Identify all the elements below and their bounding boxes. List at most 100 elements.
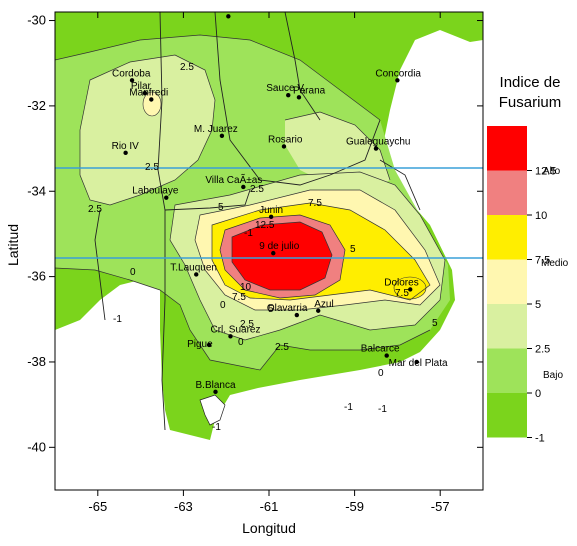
city-marker	[241, 184, 246, 190]
legend-tick-label: 7.5	[535, 255, 550, 267]
city-label: Azul	[314, 299, 333, 310]
longitude-axis: -65 -63 -61 -59 -57	[88, 12, 450, 514]
contour-label: 0	[220, 300, 226, 311]
legend: Indice de Fusarium 12.5 10 7.5 5 2.5 0 -1 Alto…	[487, 74, 569, 445]
lon-tick-label: -59	[345, 499, 364, 514]
legend-tick-label: 5	[535, 299, 541, 311]
contour-label: -1	[212, 422, 221, 433]
city-marker	[281, 144, 287, 149]
contour-lines	[55, 34, 446, 371]
city-label: Rio IV	[112, 141, 140, 152]
city-label: Manfredi	[129, 87, 168, 98]
contour-label: 0	[238, 337, 244, 348]
contour-label: 7.5	[395, 288, 409, 299]
legend-color-band	[487, 259, 527, 304]
lat-tick-label: -36	[27, 269, 46, 284]
legend-category-bajo: Bajo	[543, 370, 563, 381]
contour-label: 2.5	[145, 162, 159, 173]
contour-label: -1	[113, 314, 122, 325]
latitude-axis: -30 -32 -34 -36 -38 -40	[27, 13, 483, 454]
city-marker	[373, 146, 379, 151]
band-manfredi-hotspot	[142, 91, 162, 117]
map-plot-area: 2.52.52.52.55 7.512.5107.5500-1-17.552.50…	[55, 12, 483, 490]
legend-color-band	[487, 393, 527, 438]
legend-title-line2: Fusarium	[499, 94, 562, 111]
province-boundaries	[94, 12, 421, 431]
city-label: 9 de julio	[259, 241, 299, 252]
city-label: Cordoba	[112, 68, 151, 79]
contour-label: 2.5	[88, 204, 102, 215]
contour-label: 2.5	[250, 184, 264, 195]
city-marker	[271, 250, 276, 256]
contour-label: 12.5	[255, 220, 275, 231]
city-marker	[395, 78, 400, 83]
legend-color-band	[487, 348, 527, 393]
city-marker	[142, 90, 148, 96]
legend-color-bar	[487, 126, 527, 438]
contour-label: 5	[350, 244, 356, 255]
lat-tick-label: -40	[27, 439, 46, 454]
city-label: Concordia	[375, 68, 421, 79]
contour-label: -1	[244, 228, 253, 239]
city-marker	[384, 353, 389, 358]
contour-label: 5	[432, 318, 438, 329]
city-label: Mar del Plata	[389, 358, 448, 369]
band-2.5-5-rosario	[285, 112, 390, 190]
contour-label: -1	[344, 402, 353, 413]
lat-tick-label: -30	[27, 13, 46, 28]
city-label: Crl. Suarez	[210, 324, 260, 335]
lon-tick-label: -65	[88, 499, 107, 514]
city-label: Pigue	[187, 339, 213, 350]
city-marker	[123, 150, 128, 156]
lon-tick-label: -57	[431, 499, 450, 514]
city-label: Rosario	[268, 134, 303, 145]
city-marker	[296, 95, 302, 100]
city-label: Gualeguaychu	[346, 137, 411, 148]
city-marker	[206, 342, 212, 348]
legend-color-band	[487, 170, 527, 215]
lat-tick-label: -34	[27, 183, 46, 198]
legend-color-band	[487, 126, 527, 171]
contour-label: 0	[130, 267, 136, 278]
lat-tick-label: -38	[27, 354, 46, 369]
legend-tick-label: 2.5	[535, 344, 550, 356]
legend-category-medio: Medio	[541, 258, 569, 269]
city-marker	[194, 272, 199, 277]
lon-tick-label: -61	[260, 499, 279, 514]
city-label: Balcarce	[361, 344, 400, 355]
city-marker	[414, 359, 419, 365]
city-label: Sauce V.	[266, 83, 306, 94]
legend-tick-label: 0	[535, 388, 541, 400]
contour-label: 2.5	[240, 319, 254, 330]
contour-label: 5	[218, 202, 224, 213]
lon-tick-label: -63	[174, 499, 193, 514]
city-marker	[408, 287, 413, 292]
city-marker	[219, 133, 225, 138]
city-label: Villa CaÃ±as	[205, 173, 262, 186]
city-marker	[316, 308, 321, 313]
contour-label: 2.5	[180, 62, 194, 73]
legend-tick-label: 12.5	[535, 166, 556, 178]
legend-tick-label: -1	[535, 433, 545, 445]
contour-label: 7.5	[308, 198, 322, 209]
y-axis-title: Latitud	[5, 224, 21, 266]
city-marker	[149, 97, 154, 102]
contour-label: 5	[268, 304, 274, 315]
city-label: Olavarria	[267, 303, 308, 314]
city-label: Dolores	[384, 277, 418, 288]
city-label: M. Juarez	[194, 124, 238, 135]
legend-color-band	[487, 215, 527, 260]
city-marker	[228, 334, 233, 339]
contour-label: 2.5	[275, 342, 289, 353]
contour-labels: 2.52.52.52.55 7.512.5107.5500-1-17.552.50…	[88, 62, 438, 433]
legend-tick-label: 10	[535, 210, 547, 222]
city-marker	[213, 389, 218, 395]
lat-tick-label: -32	[27, 98, 46, 113]
legend-category-alto: Alto	[543, 166, 561, 177]
contour-label: 7.5	[232, 292, 246, 303]
x-axis-title: Longitud	[242, 520, 296, 536]
city-marker	[226, 14, 231, 19]
city-marker	[294, 312, 300, 318]
